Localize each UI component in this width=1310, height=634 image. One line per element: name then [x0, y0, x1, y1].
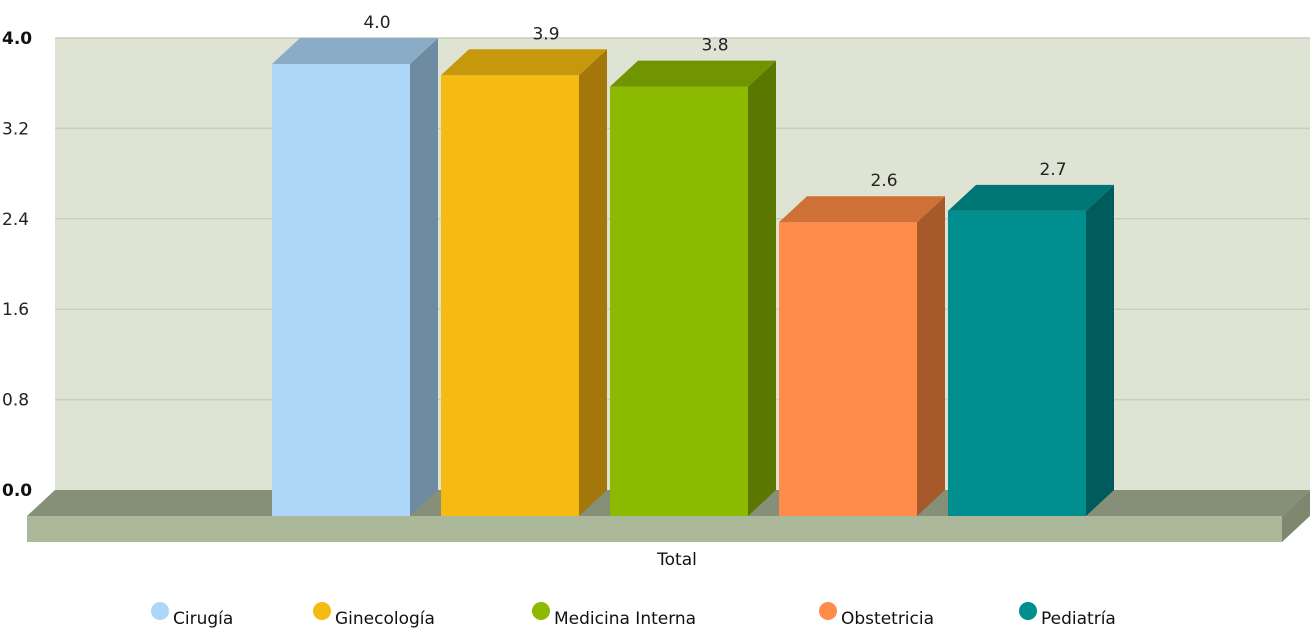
- legend-item: Cirugía: [151, 602, 233, 629]
- legend-marker: [532, 602, 550, 620]
- data-label: 2.7: [1039, 160, 1066, 180]
- legend-label: Medicina Interna: [554, 609, 696, 629]
- data-label: 2.6: [870, 171, 897, 191]
- bar-front: [779, 222, 917, 516]
- legend-item: Obstetricia: [819, 602, 934, 629]
- legend-marker: [1019, 602, 1037, 620]
- legend-label: Obstetricia: [841, 609, 934, 629]
- bar-top: [610, 60, 776, 87]
- bar-top: [779, 196, 945, 223]
- bar-front: [610, 86, 748, 516]
- legend-label: Ginecología: [335, 609, 435, 629]
- legend-marker: [819, 602, 837, 620]
- bar-Cirugía: 4.0: [272, 13, 438, 516]
- bar-Obstetricia: 2.6: [779, 171, 945, 516]
- legend: Cirugía Ginecología Medicina Interna Obstet…: [151, 602, 1116, 629]
- bar-side: [917, 196, 945, 516]
- y-tick-label: 2.4: [2, 210, 29, 230]
- y-tick-label: 0.0: [2, 481, 32, 501]
- legend-label: Pediatría: [1041, 609, 1116, 629]
- y-tick-label: 3.2: [2, 119, 29, 139]
- y-tick-label: 4.0: [2, 29, 32, 49]
- legend-item: Pediatría: [1019, 602, 1116, 629]
- legend-marker: [151, 602, 169, 620]
- bar-top: [441, 49, 607, 76]
- legend-item: Ginecología: [313, 602, 435, 629]
- floor-front: [27, 516, 1282, 542]
- legend-label: Cirugía: [173, 609, 233, 629]
- bar-front: [441, 75, 579, 517]
- bar-side: [410, 38, 438, 516]
- data-label: 4.0: [363, 13, 390, 33]
- y-tick-label: 1.6: [2, 300, 29, 320]
- x-category-label: Total: [656, 550, 697, 570]
- data-label: 3.9: [532, 24, 559, 44]
- bar-side: [748, 60, 776, 516]
- bars: 4.0 3.9 3.8 2.6 2.7: [272, 13, 1114, 517]
- bar-front: [272, 64, 410, 516]
- bar-Ginecología: 3.9: [441, 24, 607, 517]
- x-axis-labels: Total: [656, 550, 697, 570]
- bar-Pediatría: 2.7: [948, 160, 1114, 516]
- bar-front: [948, 210, 1086, 516]
- floor-side: [1282, 490, 1310, 542]
- y-axis-ticks: 0.0 0.8 1.6 2.4 3.2 4.0: [2, 29, 32, 501]
- legend-item: Medicina Interna: [532, 602, 696, 629]
- bar-side: [1086, 184, 1114, 516]
- bar-side: [579, 49, 607, 517]
- bar-top: [272, 38, 438, 64]
- data-label: 3.8: [701, 36, 728, 56]
- legend-marker: [313, 602, 331, 620]
- bar-Medicina Interna: 3.8: [610, 36, 776, 516]
- y-tick-label: 0.8: [2, 391, 29, 411]
- bar-top: [948, 184, 1114, 211]
